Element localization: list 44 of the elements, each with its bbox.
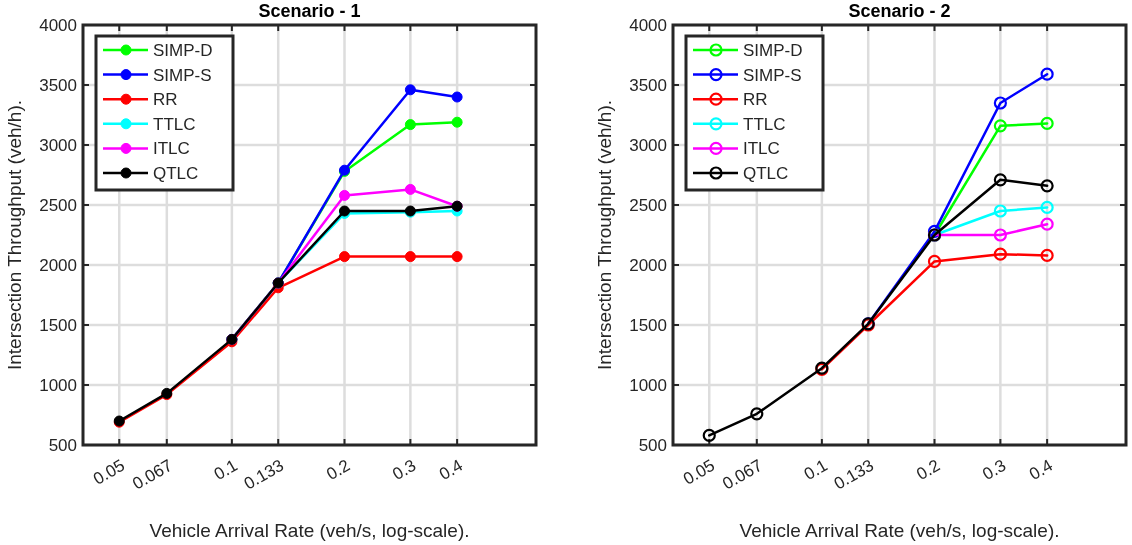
y-axis-title: Intersection Throughput (veh/h). [594,99,615,371]
x-tick-label: 0.2 [913,455,944,485]
legend-label: ITLC [153,139,190,159]
y-tick-label: 3500 [39,75,77,95]
legend-label: SIMP-S [153,65,212,85]
x-tick-label: 0.4 [435,455,466,485]
x-axis-title: Vehicle Arrival Rate (veh/s, log-scale). [739,520,1060,541]
x-axis-title: Vehicle Arrival Rate (veh/s, log-scale). [149,520,470,541]
x-tick-label: 0.1 [210,455,241,485]
legend-label: TTLC [153,114,196,134]
y-tick-label: 2500 [629,195,667,215]
legend-label: ITLC [743,139,780,159]
legend-label: SIMP-D [153,40,213,60]
x-tick-label: 0.05 [89,455,129,489]
y-tick-label: 3500 [629,75,667,95]
x-tick-label: 0.4 [1025,455,1056,485]
y-tick-label: 500 [48,435,77,455]
y-tick-label: 2000 [39,255,77,275]
chart-title: Scenario - 1 [258,1,361,21]
y-tick-label: 1000 [39,375,77,395]
y-tick-label: 2500 [39,195,77,215]
y-axis-title: Intersection Throughput (veh/h). [4,99,25,371]
y-tick-label: 1500 [629,315,667,335]
legend-label: RR [153,90,178,110]
legend-label: SIMP-S [743,65,802,85]
y-tick-label: 4000 [39,15,77,35]
legend-label: QTLC [153,163,199,183]
x-tick-label: 0.2 [323,455,354,485]
x-tick-label: 0.05 [679,455,719,489]
y-tick-label: 2000 [629,255,667,275]
legend-label: QTLC [743,163,789,183]
x-tick-label: 0.3 [979,455,1010,485]
legend-label: SIMP-D [743,40,803,60]
y-tick-label: 3000 [39,135,77,155]
x-tick-label: 0.1 [800,455,831,485]
legend-label: RR [743,90,768,110]
y-tick-label: 4000 [629,15,667,35]
y-tick-label: 500 [638,435,667,455]
chart-title: Scenario - 2 [848,1,951,21]
y-tick-label: 3000 [629,135,667,155]
legend-label: TTLC [743,114,786,134]
y-tick-label: 1500 [39,315,77,335]
y-tick-label: 1000 [629,375,667,395]
x-tick-label: 0.3 [389,455,420,485]
